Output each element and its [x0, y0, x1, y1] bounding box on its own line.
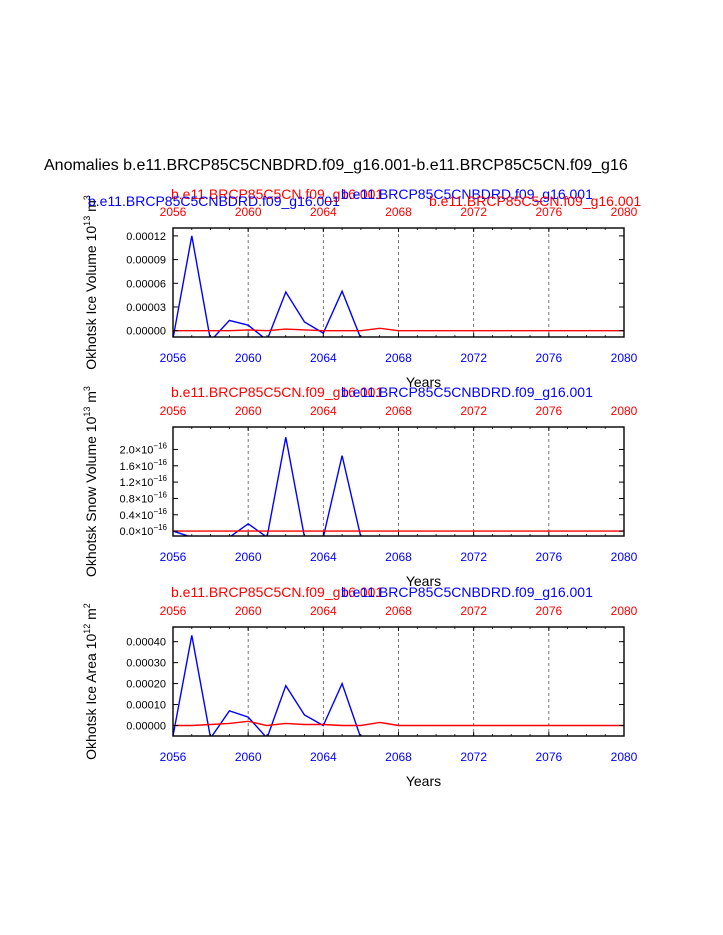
y-axis-title: Okhotsk Ice Area 1012 m2 [82, 603, 99, 760]
x-tick-label: 2072 [460, 750, 487, 764]
y-axis-title: Okhotsk Ice Volume 1013 m3 [82, 195, 99, 370]
y-tick-label: 0.00006 [126, 278, 166, 290]
x-tick-label-top: 2064 [310, 604, 337, 618]
x-tick-label-top: 2080 [611, 205, 638, 219]
y-tick-label: 0.00020 [126, 679, 166, 691]
x-tick-label: 2076 [535, 351, 562, 365]
series-line-2 [173, 327, 624, 332]
figure-title: Anomalies b.e11.BRCP85C5CNBDRD.f09_g16.0… [44, 157, 628, 174]
case-label: b.e11.BRCP85C5CN.f09_g16.001 [171, 186, 383, 202]
x-tick-label: 2056 [160, 351, 187, 365]
x-tick-label: 2072 [460, 351, 487, 365]
x-tick-label-top: 2072 [460, 404, 487, 418]
y-tick-label: 0.00030 [126, 658, 166, 670]
y-axis-title: Okhotsk Snow Volume 1013 m3 [82, 386, 99, 577]
y-tick-label: 0.4×10−16 [119, 507, 167, 522]
x-tick-label: 2080 [611, 750, 638, 764]
y-tick-label: 0.8×10−16 [119, 490, 167, 505]
x-tick-label: 2080 [611, 550, 638, 564]
y-tick-label: 2.0×10−16 [119, 441, 167, 456]
x-tick-label-top: 2072 [460, 205, 487, 219]
x-tick-label: 2064 [310, 351, 337, 365]
x-tick-label-top: 2076 [535, 205, 562, 219]
y-tick-label: 0.00012 [126, 231, 166, 243]
chart-panel-1: 2056 2056 2060 2060 2064 2064 2068 2068 2072 2072… [82, 186, 641, 390]
x-tick-label-top: 2064 [310, 404, 337, 418]
case-label: b.e11.BRCP85C5CN.f09_g16.001 [171, 384, 383, 400]
x-tick-label-top: 2056 [160, 205, 187, 219]
chart-panel-2: 2056 2056 2060 2060 2064 2064 2068 2068 2072 2072… [82, 384, 638, 589]
x-tick-label: 2064 [310, 550, 337, 564]
x-tick-label: 2056 [160, 750, 187, 764]
x-tick-label: 2072 [460, 550, 487, 564]
case-label: b.e11.BRCP85C5CN.f09_g16.001 [171, 584, 383, 600]
y-tick-label: 0.00040 [126, 637, 166, 649]
x-tick-label: 2080 [611, 351, 638, 365]
x-tick-label-top: 2064 [310, 205, 337, 219]
x-tick-label-top: 2068 [385, 604, 412, 618]
y-tick-label: 0.00003 [126, 302, 166, 314]
x-tick-label: 2064 [310, 750, 337, 764]
series-line-2 [173, 720, 624, 727]
x-tick-label-top: 2056 [160, 404, 187, 418]
y-tick-label: 0.00009 [126, 255, 166, 267]
x-tick-label: 2060 [235, 550, 262, 564]
y-tick-label: 1.6×10−16 [119, 458, 167, 473]
case-label: b.e11.BRCP85C5CN.f09_g16.001 [429, 193, 641, 209]
series-line-1 [173, 235, 362, 337]
x-tick-label-top: 2060 [235, 604, 262, 618]
x-tick-label-top: 2068 [385, 404, 412, 418]
y-tick-label: 0.00010 [126, 700, 166, 712]
y-tick-label: 0.00000 [126, 326, 166, 338]
x-tick-label-top: 2076 [535, 404, 562, 418]
series-line-1 [173, 635, 361, 736]
x-tick-label: 2076 [535, 550, 562, 564]
x-axis-title: Years [406, 573, 441, 589]
x-tick-label: 2076 [535, 750, 562, 764]
case-label: b.e11.BRCP85C5CNBDRD.f09_g16.001 [88, 193, 340, 209]
case-label: b.e11.BRCP85C5CNBDRD.f09_g16.001 [341, 186, 593, 202]
x-axis-title: Years [406, 374, 441, 390]
x-tick-label-top: 2056 [160, 604, 187, 618]
series-line-1 [173, 437, 362, 536]
x-tick-label-top: 2076 [535, 604, 562, 618]
x-tick-label-top: 2080 [611, 604, 638, 618]
x-tick-label: 2060 [235, 351, 262, 365]
y-tick-label: 0.00000 [126, 721, 166, 733]
x-tick-label-top: 2072 [460, 604, 487, 618]
case-label: b.e11.BRCP85C5CNBDRD.f09_g16.001 [341, 384, 593, 400]
y-tick-label: 0.0×10−16 [119, 523, 167, 538]
x-tick-label: 2068 [385, 550, 412, 564]
x-tick-label-top: 2060 [235, 404, 262, 418]
y-tick-label: 1.2×10−16 [119, 474, 167, 489]
x-tick-label-top: 2060 [235, 205, 262, 219]
x-tick-label: 2068 [385, 750, 412, 764]
x-tick-label: 2068 [385, 351, 412, 365]
x-tick-label-top: 2080 [611, 404, 638, 418]
chart-panel-3: 2056 2056 2060 2060 2064 2064 2068 2068 2072 2072… [82, 584, 638, 789]
case-label: b.e11.BRCP85C5CNBDRD.f09_g16.001 [341, 584, 593, 600]
x-tick-label: 2060 [235, 750, 262, 764]
x-tick-label-top: 2068 [385, 205, 412, 219]
x-tick-label: 2056 [160, 550, 187, 564]
x-axis-title: Years [406, 773, 441, 789]
